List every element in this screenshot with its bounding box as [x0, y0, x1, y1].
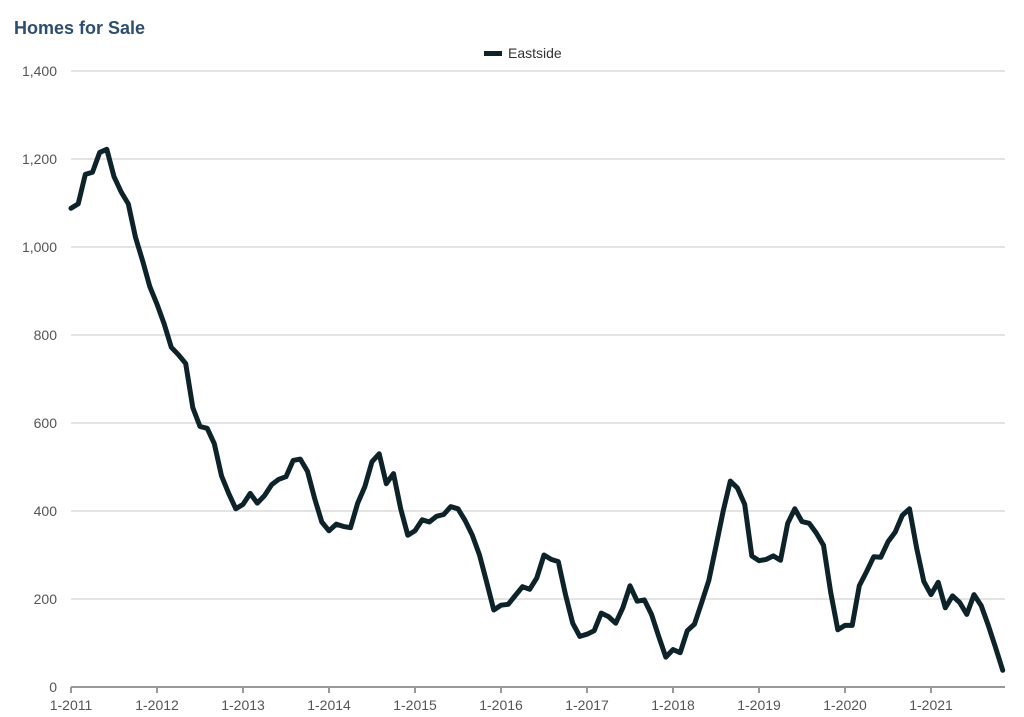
series-line-eastside	[68, 146, 1006, 673]
x-tick-label: 1-2013	[221, 697, 265, 713]
x-tick-label: 1-2019	[737, 697, 781, 713]
chart-title: Homes for Sale	[14, 18, 146, 38]
legend: Eastside	[484, 45, 562, 61]
legend-label: Eastside	[508, 45, 562, 61]
y-tick-label: 1,200	[22, 151, 57, 167]
x-tick-label: 1-2018	[651, 697, 695, 713]
x-tick-label: 1-2012	[135, 697, 179, 713]
y-tick-label: 800	[34, 327, 58, 343]
x-tick-label: 1-2011	[50, 697, 93, 713]
x-tick-label: 1-2020	[823, 697, 867, 713]
y-tick-label: 200	[34, 591, 58, 607]
x-tick-label: 1-2014	[307, 697, 351, 713]
y-tick-label: 1,400	[22, 63, 57, 79]
x-tick-label: 1-2015	[393, 697, 437, 713]
y-tick-label: 400	[34, 503, 58, 519]
x-tick-label: 1-2021	[909, 697, 953, 713]
legend-swatch	[484, 50, 502, 56]
y-tick-label: 600	[34, 415, 58, 431]
x-tick-label: 1-2017	[565, 697, 609, 713]
x-tick-label: 1-2016	[479, 697, 523, 713]
y-tick-label: 1,000	[22, 239, 57, 255]
y-tick-label: 0	[49, 679, 57, 695]
